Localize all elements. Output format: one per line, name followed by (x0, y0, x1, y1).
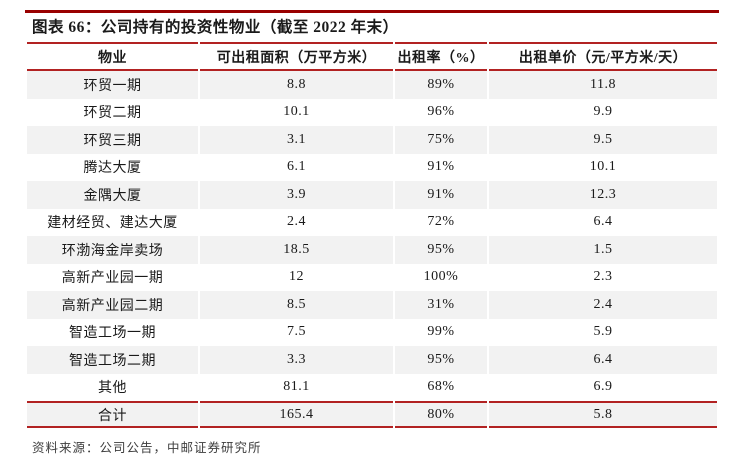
table-cell: 3.1 (200, 126, 393, 154)
table-cell: 2.4 (489, 291, 717, 319)
table-cell: 高新产业园二期 (27, 291, 198, 319)
table-row: 高新产业园二期 8.5 31% 2.4 (27, 291, 717, 319)
total-cell: 合计 (27, 401, 198, 428)
table-row: 金隅大厦 3.9 91% 12.3 (27, 181, 717, 209)
table-cell: 9.9 (489, 98, 717, 126)
table-cell: 81.1 (200, 373, 393, 401)
total-cell: 165.4 (200, 401, 393, 428)
table-cell: 环渤海金岸卖场 (27, 236, 198, 264)
table-cell: 91% (395, 153, 487, 181)
total-cell: 5.8 (489, 401, 717, 428)
column-header: 出租单价（元/平方米/天） (489, 42, 717, 71)
table-cell: 9.5 (489, 126, 717, 154)
table-cell: 2.4 (200, 208, 393, 236)
table-row: 环贸一期 8.8 89% 11.8 (27, 71, 717, 99)
table-cell: 10.1 (489, 153, 717, 181)
table-cell: 智造工场二期 (27, 346, 198, 374)
table-row: 腾达大厦 6.1 91% 10.1 (27, 153, 717, 181)
total-row: 合计 165.4 80% 5.8 (27, 401, 717, 428)
top-divider-rule (25, 10, 719, 13)
table-cell: 12.3 (489, 181, 717, 209)
table-cell: 金隅大厦 (27, 181, 198, 209)
table-cell: 75% (395, 126, 487, 154)
table-cell: 95% (395, 236, 487, 264)
investment-property-table: 物业 可出租面积（万平方米） 出租率（%） 出租单价（元/平方米/天） 环贸一期 8.8… (25, 42, 719, 428)
column-header: 出租率（%） (395, 42, 487, 71)
table-cell: 3.3 (200, 346, 393, 374)
table-row: 其他 81.1 68% 6.9 (27, 373, 717, 401)
table-cell: 12 (200, 263, 393, 291)
table-cell: 2.3 (489, 263, 717, 291)
table-row: 高新产业园一期 12 100% 2.3 (27, 263, 717, 291)
table-cell: 3.9 (200, 181, 393, 209)
table-cell: 8.5 (200, 291, 393, 319)
table-cell: 7.5 (200, 318, 393, 346)
table-row: 智造工场二期 3.3 95% 6.4 (27, 346, 717, 374)
table-cell: 6.1 (200, 153, 393, 181)
table-cell: 10.1 (200, 98, 393, 126)
table-cell: 6.9 (489, 373, 717, 401)
table-cell: 环贸一期 (27, 71, 198, 99)
table-cell: 99% (395, 318, 487, 346)
table-cell: 31% (395, 291, 487, 319)
table-cell: 1.5 (489, 236, 717, 264)
table-cell: 68% (395, 373, 487, 401)
table-cell: 环贸三期 (27, 126, 198, 154)
table-cell: 腾达大厦 (27, 153, 198, 181)
table-cell: 96% (395, 98, 487, 126)
table-cell: 其他 (27, 373, 198, 401)
table-cell: 智造工场一期 (27, 318, 198, 346)
report-figure: 图表 66：公司持有的投资性物业（截至 2022 年末） 物业 可出租面积（万平方… (25, 10, 719, 456)
figure-title: 图表 66：公司持有的投资性物业（截至 2022 年末） (32, 19, 399, 36)
table-cell: 环贸二期 (27, 98, 198, 126)
table-body: 环贸一期 8.8 89% 11.8 环贸二期 10.1 96% 9.9 环贸三期 3.1 75% 9.… (27, 71, 717, 401)
total-cell: 80% (395, 401, 487, 428)
table-row: 智造工场一期 7.5 99% 5.9 (27, 318, 717, 346)
table-cell: 11.8 (489, 71, 717, 99)
table-row: 环贸二期 10.1 96% 9.9 (27, 98, 717, 126)
table-cell: 建材经贸、建达大厦 (27, 208, 198, 236)
table-cell: 6.4 (489, 346, 717, 374)
column-header: 物业 (27, 42, 198, 71)
table-row: 环渤海金岸卖场 18.5 95% 1.5 (27, 236, 717, 264)
table-cell: 100% (395, 263, 487, 291)
header-row: 物业 可出租面积（万平方米） 出租率（%） 出租单价（元/平方米/天） (27, 42, 717, 71)
column-header: 可出租面积（万平方米） (200, 42, 393, 71)
table-cell: 72% (395, 208, 487, 236)
table-cell: 89% (395, 71, 487, 99)
table-cell: 95% (395, 346, 487, 374)
source-note: 资料来源：公司公告，中邮证券研究所 (32, 441, 262, 455)
table-cell: 91% (395, 181, 487, 209)
table-cell: 18.5 (200, 236, 393, 264)
table-cell: 高新产业园一期 (27, 263, 198, 291)
table-cell: 8.8 (200, 71, 393, 99)
table-row: 建材经贸、建达大厦 2.4 72% 6.4 (27, 208, 717, 236)
table-row: 环贸三期 3.1 75% 9.5 (27, 126, 717, 154)
table-cell: 5.9 (489, 318, 717, 346)
table-cell: 6.4 (489, 208, 717, 236)
